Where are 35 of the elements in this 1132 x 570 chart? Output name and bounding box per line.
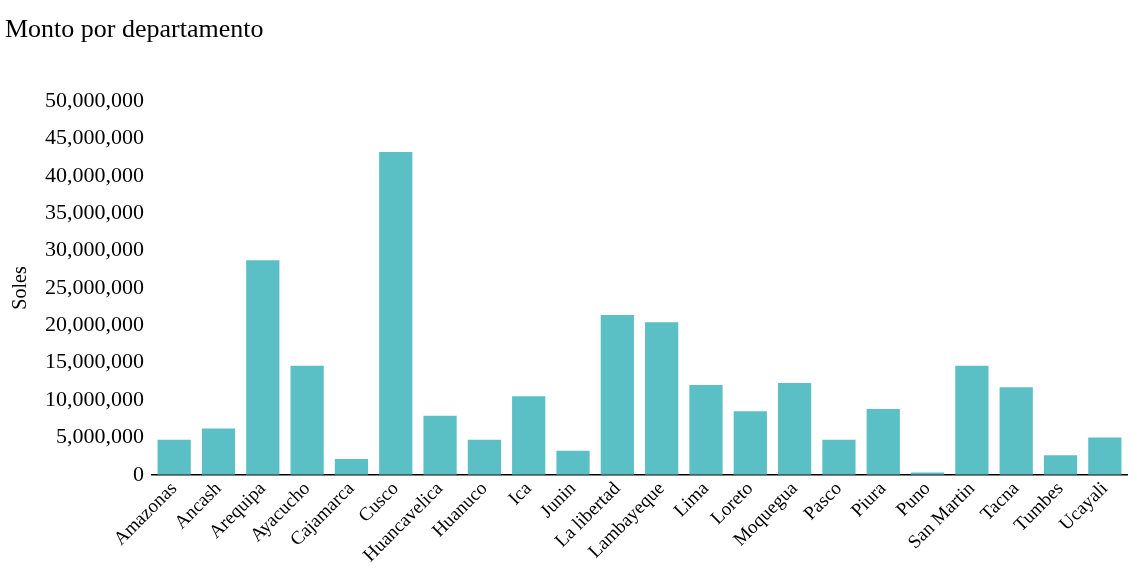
y-tick-label: 0 <box>133 460 144 486</box>
chart-title: Monto por departamento <box>5 14 264 44</box>
bar <box>157 439 191 475</box>
y-tick-label: 15,000,000 <box>45 348 144 374</box>
bar <box>467 439 502 475</box>
bar <box>999 387 1033 475</box>
bar <box>777 382 812 475</box>
y-tick-label: 45,000,000 <box>45 124 144 150</box>
y-tick-label: 5,000,000 <box>56 423 144 449</box>
bar <box>733 411 767 475</box>
y-tick-label: 25,000,000 <box>45 273 144 299</box>
bar <box>1043 455 1078 475</box>
y-tick-label: 35,000,000 <box>45 199 144 225</box>
bar <box>334 459 369 475</box>
y-tick-label: 40,000,000 <box>45 161 144 187</box>
bar <box>645 322 679 475</box>
bar <box>955 365 989 475</box>
y-tick-label: 20,000,000 <box>45 311 144 337</box>
y-tick-label: 10,000,000 <box>45 385 144 411</box>
bar <box>866 409 900 475</box>
y-tick-label: 30,000,000 <box>45 236 144 262</box>
bar <box>246 260 280 475</box>
bar <box>600 314 634 475</box>
bar <box>1088 437 1122 475</box>
bar <box>512 396 546 475</box>
bar <box>290 365 324 475</box>
bar <box>423 415 457 475</box>
bar <box>822 439 856 475</box>
x-tick-label: Ica <box>503 476 536 509</box>
bar <box>556 450 590 475</box>
bar <box>201 428 236 475</box>
y-tick-label: 50,000,000 <box>45 86 144 112</box>
bar <box>379 152 413 475</box>
y-axis-title: Soles <box>8 266 31 310</box>
bar <box>689 385 723 475</box>
